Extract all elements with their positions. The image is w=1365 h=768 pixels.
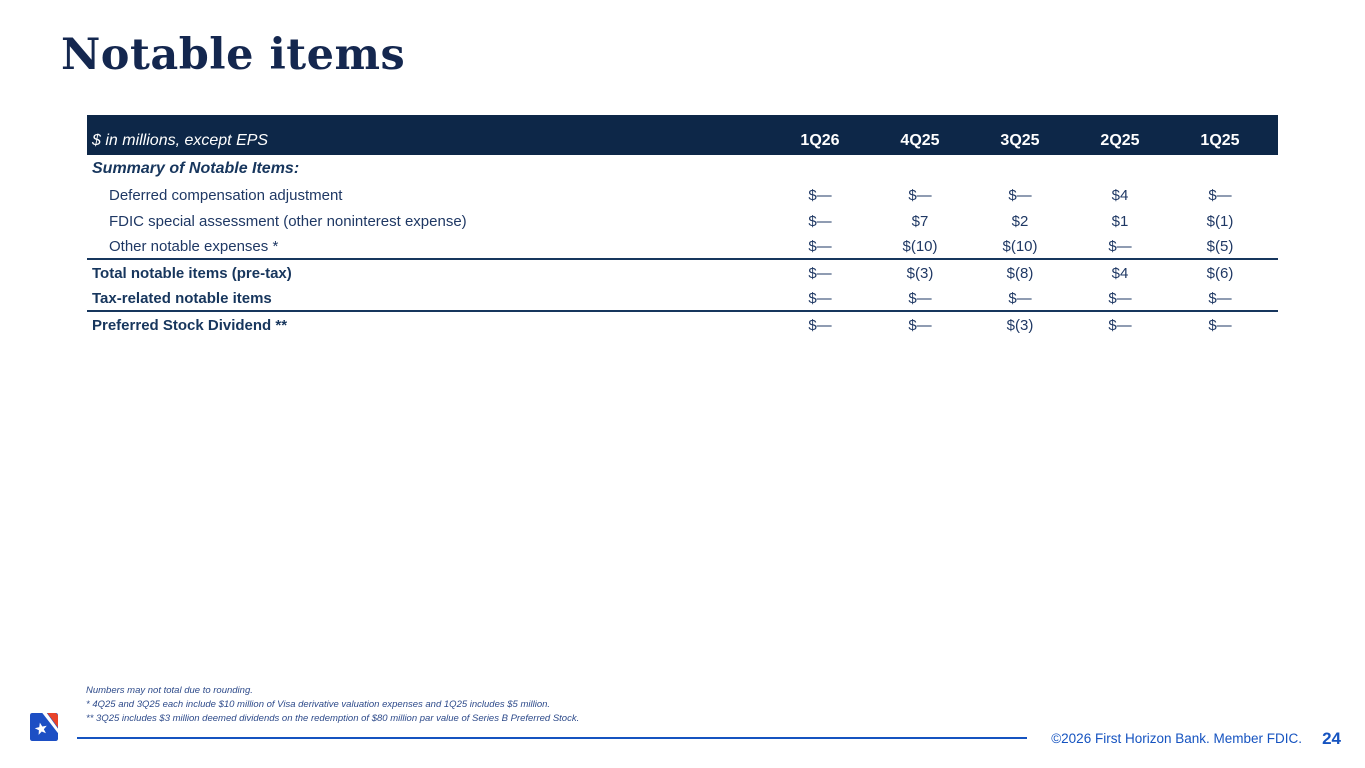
footnote-rounding: Numbers may not total due to rounding. <box>86 685 253 696</box>
row-value-1q25: $— <box>1208 186 1232 204</box>
notable-items-table: $ in millions, except EPS 1Q26 4Q25 3Q25… <box>87 115 1278 338</box>
footer-divider <box>77 737 1027 739</box>
column-header-2q25: 2Q25 <box>1100 132 1140 149</box>
row-value-4q25: $— <box>908 186 932 204</box>
table-row: Deferred compensation adjustment $— $— $… <box>87 182 1278 208</box>
first-horizon-logo-icon <box>30 713 58 741</box>
row-value-4q25: $(3) <box>906 264 934 282</box>
footnote-asterisk: * 4Q25 and 3Q25 each include $10 million… <box>86 699 551 710</box>
row-value-1q26: $— <box>808 289 832 307</box>
table-row: FDIC special assessment (other nonintere… <box>87 208 1278 234</box>
row-value-1q25: $— <box>1208 316 1232 334</box>
column-header-3q25: 3Q25 <box>1000 132 1040 149</box>
row-value-2q25: $4 <box>1111 264 1129 282</box>
table-header-row: $ in millions, except EPS 1Q26 4Q25 3Q25… <box>87 115 1278 155</box>
column-header-1q26: 1Q26 <box>800 132 840 149</box>
row-value-2q25: $— <box>1108 316 1132 334</box>
row-value-3q25: $— <box>1008 289 1032 307</box>
row-value-2q25: $1 <box>1111 212 1129 230</box>
row-value-1q26: $— <box>808 316 832 334</box>
row-label: Total notable items (pre-tax) <box>92 264 292 282</box>
row-value-4q25: $(10) <box>902 237 938 255</box>
table-unit-label: $ in millions, except EPS <box>92 132 269 149</box>
table-body: Deferred compensation adjustment $— $— $… <box>87 182 1278 338</box>
row-value-4q25: $7 <box>911 212 929 230</box>
row-value-3q25: $(10) <box>1002 237 1038 255</box>
row-label: Tax-related notable items <box>92 289 272 307</box>
row-value-1q25: $(5) <box>1206 237 1234 255</box>
table-row: Preferred Stock Dividend ** $— $— $(3) $… <box>87 312 1278 338</box>
row-label: Deferred compensation adjustment <box>109 186 343 204</box>
copyright-text: ©2026 First Horizon Bank. Member FDIC. <box>1051 731 1302 746</box>
row-value-3q25: $(8) <box>1006 264 1034 282</box>
row-value-1q25: $(1) <box>1206 212 1234 230</box>
table-row: Tax-related notable items $— $— $— $— $— <box>87 286 1278 312</box>
row-value-4q25: $— <box>908 289 932 307</box>
page-number: 24 <box>1322 729 1341 748</box>
row-value-2q25: $4 <box>1111 186 1129 204</box>
row-value-2q25: $— <box>1108 289 1132 307</box>
row-value-1q25: $— <box>1208 289 1232 307</box>
column-header-4q25: 4Q25 <box>900 132 940 149</box>
row-label: Other notable expenses * <box>109 237 279 255</box>
column-header-1q25: 1Q25 <box>1200 132 1240 149</box>
row-label: Preferred Stock Dividend ** <box>92 316 288 334</box>
row-value-3q25: $— <box>1008 186 1032 204</box>
row-value-1q26: $— <box>808 186 832 204</box>
table-row: Other notable expenses * $— $(10) $(10) … <box>87 234 1278 260</box>
row-label: FDIC special assessment (other nonintere… <box>109 212 467 230</box>
row-value-2q25: $— <box>1108 237 1132 255</box>
page-title: Notable items <box>61 30 406 80</box>
row-value-1q26: $— <box>808 237 832 255</box>
section-header-label: Summary of Notable Items: <box>92 159 300 177</box>
row-value-1q26: $— <box>808 264 832 282</box>
row-value-1q26: $— <box>808 212 832 230</box>
row-value-1q25: $(6) <box>1206 264 1234 282</box>
table-section-header: Summary of Notable Items: <box>87 155 1278 182</box>
row-value-3q25: $2 <box>1011 212 1029 230</box>
table-row: Total notable items (pre-tax) $— $(3) $(… <box>87 260 1278 286</box>
footnotes: Numbers may not total due to rounding. *… <box>86 684 579 726</box>
row-value-3q25: $(3) <box>1006 316 1034 334</box>
row-value-4q25: $— <box>908 316 932 334</box>
footnote-double-asterisk: ** 3Q25 includes $3 million deemed divid… <box>86 713 580 724</box>
